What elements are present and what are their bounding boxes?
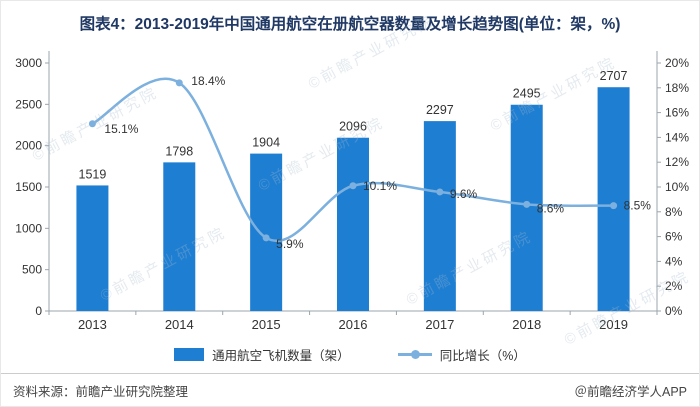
growth-value-label: 8.5% [624, 199, 652, 213]
y-axis-tick-label: 1500 [15, 180, 42, 194]
y-axis-tick-label: 3000 [15, 56, 42, 70]
x-axis-label: 2019 [599, 317, 628, 332]
bar-value-label: 2707 [600, 69, 628, 83]
growth-value-label: 9.6% [450, 187, 478, 201]
right-axis-tick-label: 20% [665, 56, 689, 70]
growth-point-2018 [523, 200, 531, 208]
bar-2016 [337, 137, 369, 311]
right-axis-tick-label: 6% [665, 230, 683, 244]
right-axis-tick-label: 10% [665, 180, 689, 194]
bar-2015 [250, 153, 283, 311]
growth-value-label: 5.9% [276, 237, 304, 251]
right-axis-tick-label: 16% [665, 106, 689, 120]
bar-2019 [597, 87, 630, 311]
legend-item-bars[interactable]: 通用航空飞机数量（架） [174, 345, 350, 364]
growth-value-label: 8.6% [537, 201, 565, 215]
growth-value-label: 18.4% [191, 74, 225, 88]
right-axis-tick-label: 8% [665, 205, 683, 219]
legend-line-label: 同比增长（%） [439, 349, 526, 363]
growth-point-2017 [436, 188, 444, 196]
bar-2018 [510, 104, 543, 311]
y-axis-tick-label: 1000 [15, 221, 42, 235]
x-axis-label: 2015 [252, 317, 281, 332]
bar-value-label: 1904 [252, 136, 280, 150]
legend-bar-label: 通用航空飞机数量（架） [212, 349, 350, 363]
growth-point-2014 [175, 79, 183, 87]
y-axis-tick-label: 2000 [15, 139, 42, 153]
chart-canvas: 0 500 1000 1500 2000 2500 3000 0% 2% 4% 6% 8% 10% 12%… [15, 51, 689, 332]
footer: 资料来源：前瞻产业研究院整理 ＠前瞻经济学人APP [1, 373, 699, 406]
y-axis-tick-label: 2500 [15, 97, 42, 111]
x-axis-label: 2016 [339, 317, 368, 332]
right-axis-tick-label: 14% [665, 130, 689, 144]
right-axis-tick-label: 2% [665, 279, 683, 293]
source-note: 资料来源：前瞻产业研究院整理 [13, 384, 189, 399]
right-axis-tick-label: 4% [665, 254, 683, 268]
y-axis-tick-label: 500 [22, 263, 42, 277]
y-axis-tick-label: 0 [35, 304, 42, 318]
x-axis-label: 2014 [165, 317, 194, 332]
bar-value-label: 2297 [426, 103, 454, 117]
x-axis-label: 2017 [425, 317, 454, 332]
bar-value-label: 2495 [513, 87, 541, 101]
bar-value-label: 1519 [79, 167, 107, 181]
bar-2017 [423, 121, 456, 311]
x-axis-label: 2018 [512, 317, 541, 332]
bar-value-label: 2096 [339, 120, 367, 134]
growth-value-label: 15.1% [104, 122, 138, 136]
growth-point-2019 [610, 202, 618, 210]
legend: 通用航空飞机数量（架） 同比增长（%） [1, 345, 699, 364]
bar-2013 [76, 185, 109, 311]
legend-bar-swatch [174, 348, 205, 361]
growth-point-2016 [349, 182, 357, 190]
x-axis-label: 2013 [78, 317, 107, 332]
legend-line-swatch [397, 350, 432, 359]
growth-value-label: 10.1% [363, 179, 397, 193]
growth-point-2015 [262, 234, 270, 242]
legend-item-line[interactable]: 同比增长（%） [397, 345, 526, 364]
right-axis-tick-label: 12% [665, 155, 689, 169]
chart-title: 图表4：2013-2019年中国通用航空在册航空器数量及增长趋势图(单位：架，%… [79, 16, 621, 33]
bar-value-label: 1798 [165, 144, 193, 158]
growth-point-2013 [88, 120, 96, 128]
right-axis-tick-label: 0% [665, 304, 683, 318]
right-axis-tick-label: 18% [665, 81, 689, 95]
bar-2014 [163, 162, 196, 311]
brand-note: ＠前瞻经济学人APP [574, 384, 687, 399]
